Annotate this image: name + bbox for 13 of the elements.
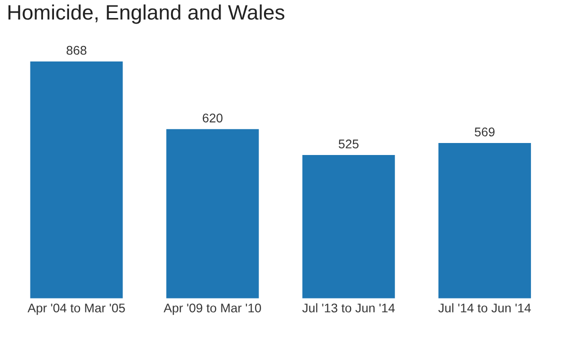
x-tick-label: Jul '14 to Jun '14 [438,303,531,312]
chart-title: Homicide, England and Wales [8,4,284,24]
bar [302,155,395,298]
x-tick-label: Apr '09 to Mar '10 [164,304,262,315]
bar [30,61,123,298]
bar [438,143,531,298]
data-label: 569 [474,128,495,136]
x-tick-label: Apr '04 to Mar '05 [28,304,125,315]
x-tick-label: Jul '13 to Jun '14 [302,303,395,312]
bar [166,129,259,298]
data-label: 525 [338,140,359,148]
data-label: 868 [66,46,86,55]
data-label: 620 [202,114,222,122]
